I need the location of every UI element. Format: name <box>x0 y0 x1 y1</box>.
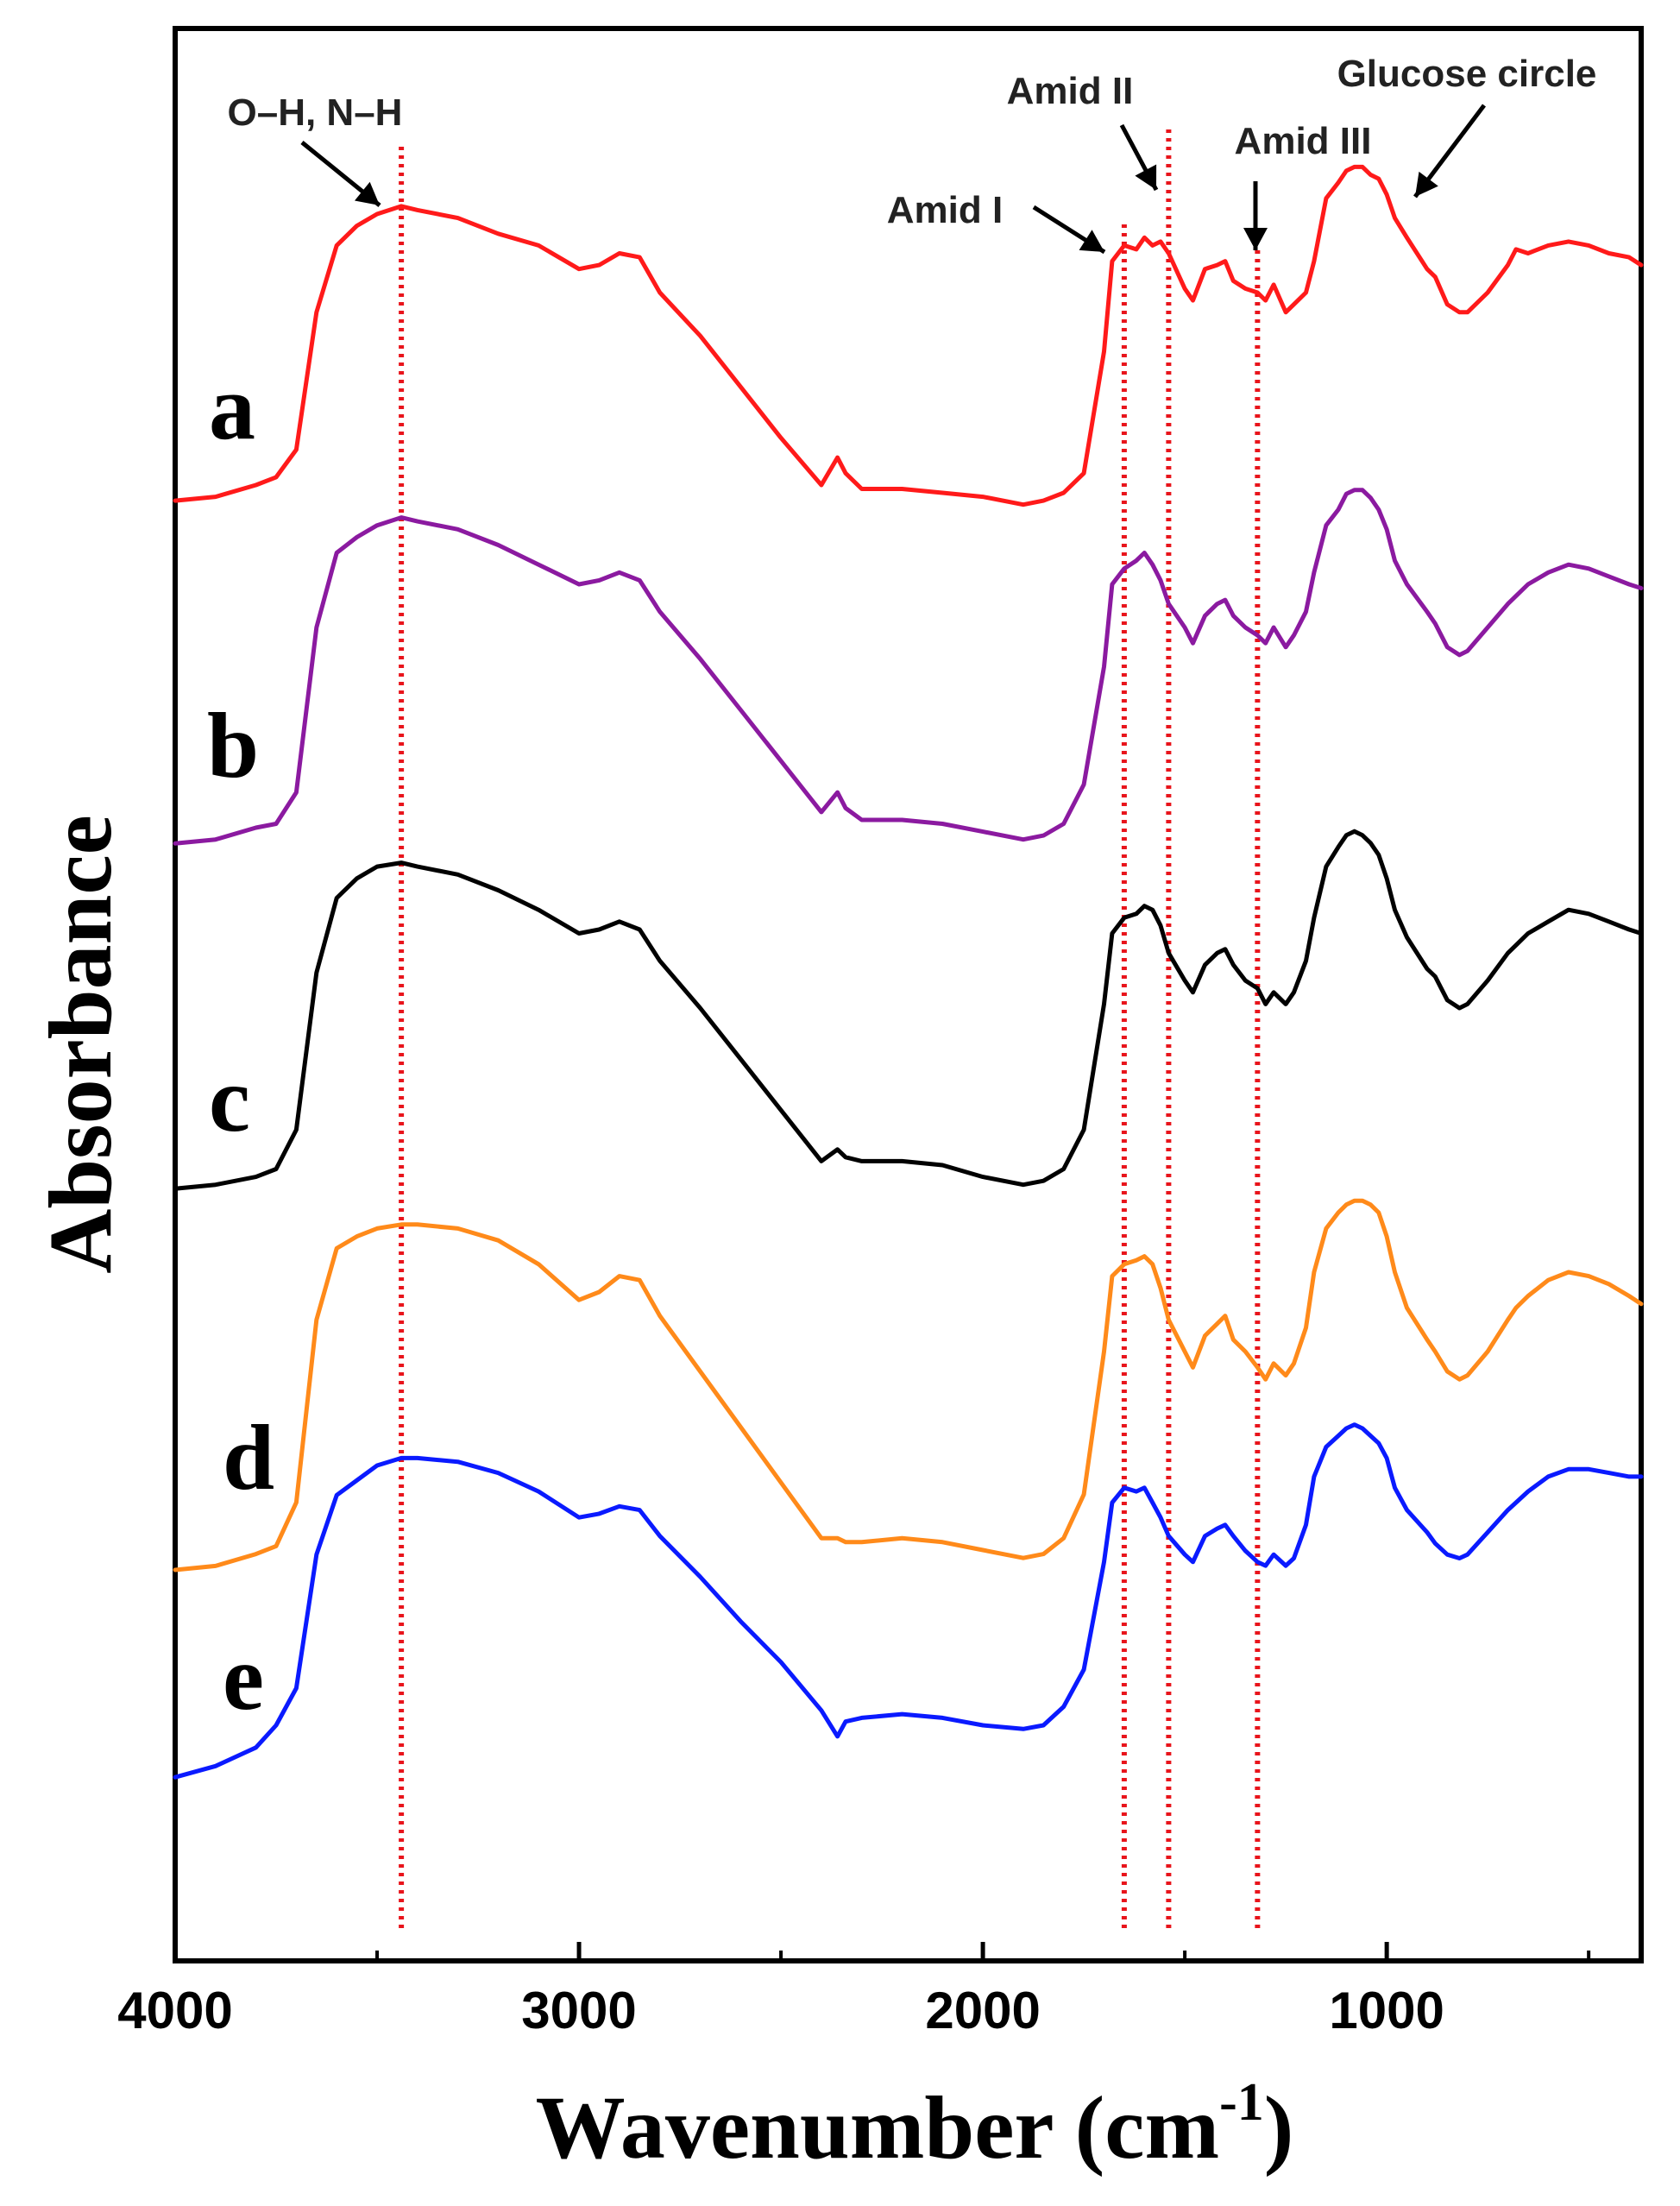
peak-annotations: O–H, N–H Amid I Amid II Amid III Glucose cir… <box>228 53 1597 255</box>
y-axis-title: Absorbance <box>31 815 130 1274</box>
annotation-label-3: Amid III <box>1235 120 1372 162</box>
x-axis-ticks: 4000 3000 2000 1000 <box>117 1942 1591 2039</box>
x-tick-label-2000: 2000 <box>925 1982 1040 2039</box>
annotation-arrowhead-1 <box>1079 230 1104 252</box>
annotation-arrowhead-0 <box>354 181 380 205</box>
series-line-b <box>173 488 1644 846</box>
x-axis-unit-exponent: -1 <box>1219 2073 1264 2132</box>
x-axis-title-text: Wavenumber <box>536 2078 1053 2178</box>
x-tick-label-3000: 3000 <box>521 1982 636 2039</box>
x-axis-unit: cm <box>1104 2078 1219 2178</box>
annotation-arrowhead-2 <box>1135 164 1157 190</box>
annotation-arrowhead-4 <box>1415 171 1438 197</box>
series-label-d: d <box>223 1407 274 1510</box>
x-axis-unit-close: ) <box>1264 2078 1294 2178</box>
annotation-label-4: Glucose circle <box>1337 53 1597 95</box>
x-tick-label-1000: 1000 <box>1329 1982 1444 2039</box>
annotation-label-1: Amid I <box>887 189 1003 231</box>
series-line-d <box>173 1198 1644 1573</box>
annotation-label-0: O–H, N–H <box>228 91 403 134</box>
series-label-c: c <box>209 1049 250 1151</box>
plot-frame <box>173 26 1644 1963</box>
x-axis-title: Wavenumber (cm-1) <box>536 2073 1294 2178</box>
annotation-label-2: Amid II <box>1007 70 1134 112</box>
series-layer <box>173 164 1644 1780</box>
annotation-arrowhead-3 <box>1243 228 1268 250</box>
series-label-b: b <box>207 695 259 797</box>
x-axis-unit-open: ( <box>1053 2078 1105 2178</box>
x-tick-label-4000: 4000 <box>117 1982 232 2039</box>
series-line-c <box>173 829 1644 1191</box>
series-label-e: e <box>223 1627 264 1730</box>
series-line-e <box>173 1422 1644 1780</box>
series-line-a <box>173 164 1644 507</box>
series-label-a: a <box>209 356 255 459</box>
reference-lines <box>399 129 1261 1929</box>
